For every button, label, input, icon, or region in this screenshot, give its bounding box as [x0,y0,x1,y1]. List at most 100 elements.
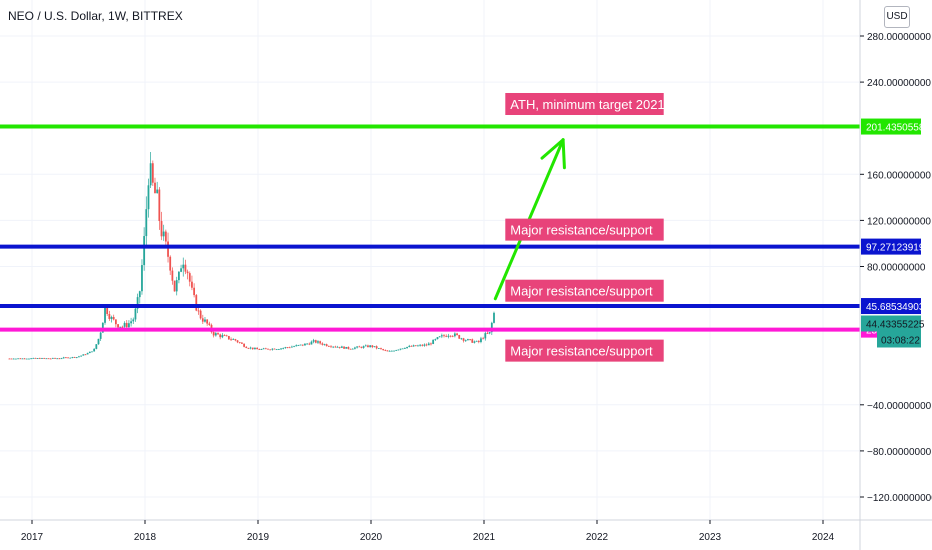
candle-body [15,358,17,360]
candle-body [256,347,259,350]
candle-body [227,336,230,340]
candle-body [175,280,178,292]
candle-body [206,319,209,324]
candle-body [417,345,419,347]
candle-body [25,358,28,360]
candle-body [473,341,476,343]
candle-body [232,339,235,340]
last-price-label: 44.43355225 [866,319,925,330]
candle-body [62,357,65,359]
candle-body [469,339,471,340]
candle-body [112,316,115,320]
candle-body [349,348,352,350]
candle-body [271,348,274,350]
candle-body [404,348,406,349]
candle-body [230,339,232,341]
candle-body [325,344,328,347]
candle-body [156,189,159,194]
candle-body [41,358,43,359]
candle-body [486,333,489,334]
currency-button[interactable]: USD [884,6,910,28]
candle-body [141,265,143,292]
candle-body [145,209,148,237]
level-price-tag [861,238,921,255]
candle-body [447,335,450,337]
candle-body [180,268,182,272]
candle-body [314,340,317,343]
candle-body [427,343,430,346]
candle-body [219,334,222,338]
candle-body [275,349,278,351]
candle-body [208,323,211,325]
plot-area[interactable] [0,0,860,520]
candle-body [367,345,369,348]
candle-body [338,346,341,348]
candle-body [56,358,59,360]
candle-body [162,231,165,237]
candle-body [343,346,345,349]
candle-body [82,354,85,356]
candle-body [191,281,193,288]
x-tick-label: 2023 [699,532,722,543]
candle-body [84,354,87,356]
candle-body [308,343,311,345]
candle-body [143,236,146,266]
candle-body [467,339,469,341]
candle-body [380,348,382,350]
candle-body [406,346,408,349]
candle-body [269,349,272,351]
candle-body [471,339,474,343]
candle-body [277,349,280,350]
time-axis[interactable]: 2017 2018 2019 2020 2021 2022 2023 2024 [21,520,835,543]
candle-body [432,339,435,344]
candle-body [254,347,256,350]
candle-body [97,338,100,345]
candle-body [128,323,130,328]
candle-body [425,344,428,346]
candle-body [201,318,204,322]
candle-body [262,348,265,350]
candle-body [73,357,76,358]
y-tick-label: 120.00000000 [867,216,931,227]
candle-body [319,341,322,344]
x-tick-label: 2020 [360,532,383,543]
candle-body [323,344,326,346]
candle-body [273,348,276,350]
candle-body [169,256,172,271]
candle-body [260,349,263,350]
candle-body [388,350,391,352]
candle-body [38,358,41,360]
candle-body [312,340,315,342]
candle-body [69,357,72,359]
candle-body [386,350,389,352]
candle-body [251,347,254,350]
candle-body [421,344,424,346]
candle-body [21,358,24,360]
candle-body [399,348,402,350]
candle-body [138,291,141,298]
annotations: ATH, minimum target 2021 Major resistance… [505,92,665,362]
candle-body [204,319,206,322]
candle-body [238,342,241,344]
candle-body [99,332,102,339]
level-price-tag [861,298,921,315]
candle-body [184,264,187,272]
candle-body [436,337,439,340]
candle-body [234,339,237,341]
candle-body [458,335,461,339]
annotation-box [505,279,664,302]
candle-body [408,345,411,347]
level-price-label: 45.68534903 [866,302,925,313]
candle-body [23,358,26,360]
candle-body [241,342,243,344]
candle-body [136,297,139,309]
candle-body [117,324,119,328]
candle-body [362,346,365,348]
candle-body [17,358,19,360]
candle-body [8,358,11,360]
price-axis[interactable]: 280.00000000 240.00000000 160.00000000 120.… [860,32,932,504]
candle-body [158,189,161,222]
candle-body [345,346,348,349]
candle-body [301,344,304,346]
